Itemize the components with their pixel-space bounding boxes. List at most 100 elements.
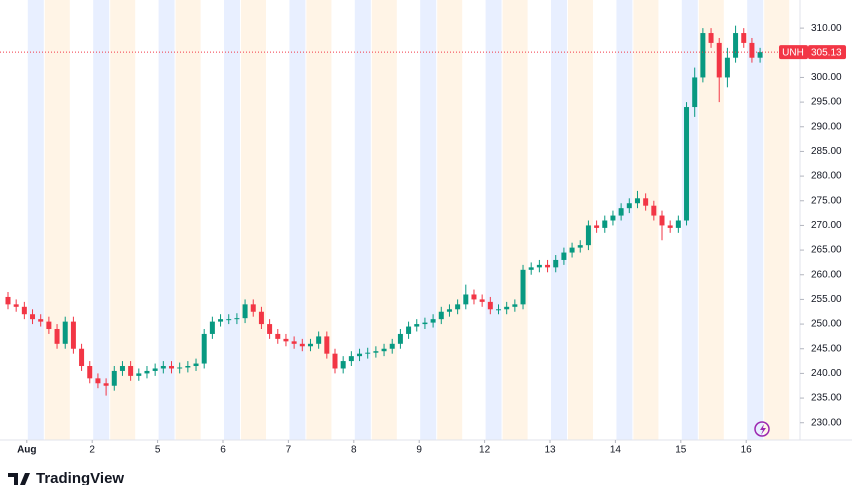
postmarket-band xyxy=(437,0,463,440)
premarket-band xyxy=(289,0,306,440)
premarket-band xyxy=(551,0,568,440)
y-tick-label: 240.00 xyxy=(811,368,842,379)
candle-body xyxy=(87,366,93,379)
candle-body xyxy=(536,264,542,268)
candle-body xyxy=(299,343,305,347)
candle-body xyxy=(585,225,591,246)
y-tick-label: 245.00 xyxy=(811,343,842,354)
candle-body xyxy=(512,304,518,307)
candle-body xyxy=(136,373,142,376)
candle-body xyxy=(193,363,199,367)
candle-body xyxy=(389,343,395,349)
candle-body xyxy=(430,319,436,323)
postmarket-band xyxy=(44,0,70,440)
symbol-label: UNH xyxy=(782,47,804,58)
premarket-band xyxy=(93,0,110,440)
candle-body xyxy=(103,383,109,386)
candle-body xyxy=(340,361,346,369)
x-tick-label: 12 xyxy=(479,445,491,456)
y-tick-label: 255.00 xyxy=(811,294,842,305)
candle-body xyxy=(496,309,501,311)
session-bands xyxy=(27,0,790,440)
candle-body xyxy=(250,304,256,312)
candle-body xyxy=(634,198,640,204)
candle-body xyxy=(422,322,428,325)
candle-body xyxy=(569,247,575,253)
postmarket-band xyxy=(175,0,201,440)
candle-body xyxy=(46,321,52,330)
candle-body xyxy=(332,353,338,369)
candle-body xyxy=(463,294,469,305)
candle-body xyxy=(316,336,322,344)
candle-body xyxy=(38,319,44,322)
candle-body xyxy=(438,311,444,320)
candle-body xyxy=(659,215,665,226)
candle-body xyxy=(545,264,551,268)
x-tick-label: 5 xyxy=(155,445,161,456)
premarket-band xyxy=(420,0,437,440)
candle-body xyxy=(169,366,174,369)
candle-body xyxy=(234,318,240,320)
symbol-badge xyxy=(779,45,808,60)
candle-body xyxy=(95,378,101,384)
candle-body xyxy=(119,366,125,371)
x-tick-label: 2 xyxy=(89,445,95,456)
candle-body xyxy=(446,309,452,312)
candle-body xyxy=(561,252,567,260)
candle-body xyxy=(749,42,755,58)
candle-body xyxy=(111,370,117,386)
candle-body xyxy=(724,57,730,78)
candle-body xyxy=(258,311,264,325)
candle-body xyxy=(291,341,297,344)
candle-body xyxy=(602,220,608,228)
candle-body xyxy=(757,52,763,58)
candle-body xyxy=(70,321,76,349)
y-tick-label: 265.00 xyxy=(811,245,842,256)
premarket-band xyxy=(616,0,633,440)
premarket-band xyxy=(27,0,44,440)
flash-icon xyxy=(754,421,770,437)
candle-body xyxy=(348,356,354,362)
candle-body xyxy=(716,42,722,78)
x-tick-label: 13 xyxy=(544,445,556,456)
postmarket-band xyxy=(633,0,659,440)
y-tick-label: 275.00 xyxy=(811,195,842,206)
candle-body xyxy=(675,220,681,228)
candle-body xyxy=(307,343,313,347)
y-tick-label: 290.00 xyxy=(811,121,842,132)
candle-body xyxy=(267,324,273,334)
candle-body xyxy=(177,367,183,369)
candle-body xyxy=(455,304,461,310)
branding: TradingView xyxy=(36,470,124,485)
x-tick-label: 14 xyxy=(610,445,622,456)
x-tick-label: Aug xyxy=(17,445,36,456)
candle-body xyxy=(365,352,371,354)
candle-body xyxy=(357,353,363,357)
x-tick-label: 9 xyxy=(416,445,422,456)
y-tick-label: 235.00 xyxy=(811,393,842,404)
postmarket-band xyxy=(568,0,594,440)
candle-body xyxy=(218,319,224,322)
x-tick-label: 8 xyxy=(351,445,357,456)
candle-body xyxy=(160,366,166,369)
candle-body xyxy=(684,107,690,221)
candle-body xyxy=(610,215,616,221)
candle-body xyxy=(62,321,68,344)
y-tick-label: 250.00 xyxy=(811,319,842,330)
flash-bolt xyxy=(760,424,766,435)
x-tick-label: 6 xyxy=(220,445,226,456)
y-tick-label: 310.00 xyxy=(811,23,842,34)
candle-body xyxy=(520,269,526,305)
premarket-band xyxy=(747,0,764,440)
candle-body xyxy=(54,329,60,344)
candle-body xyxy=(201,333,207,364)
candle-body xyxy=(30,314,36,320)
logo-mark xyxy=(8,473,30,485)
candle-body xyxy=(487,301,493,310)
candle-body xyxy=(618,208,624,216)
candle-body xyxy=(242,304,248,319)
candle-body xyxy=(479,299,485,302)
last-price-label: 305.13 xyxy=(811,47,842,58)
candle-body xyxy=(692,77,698,108)
